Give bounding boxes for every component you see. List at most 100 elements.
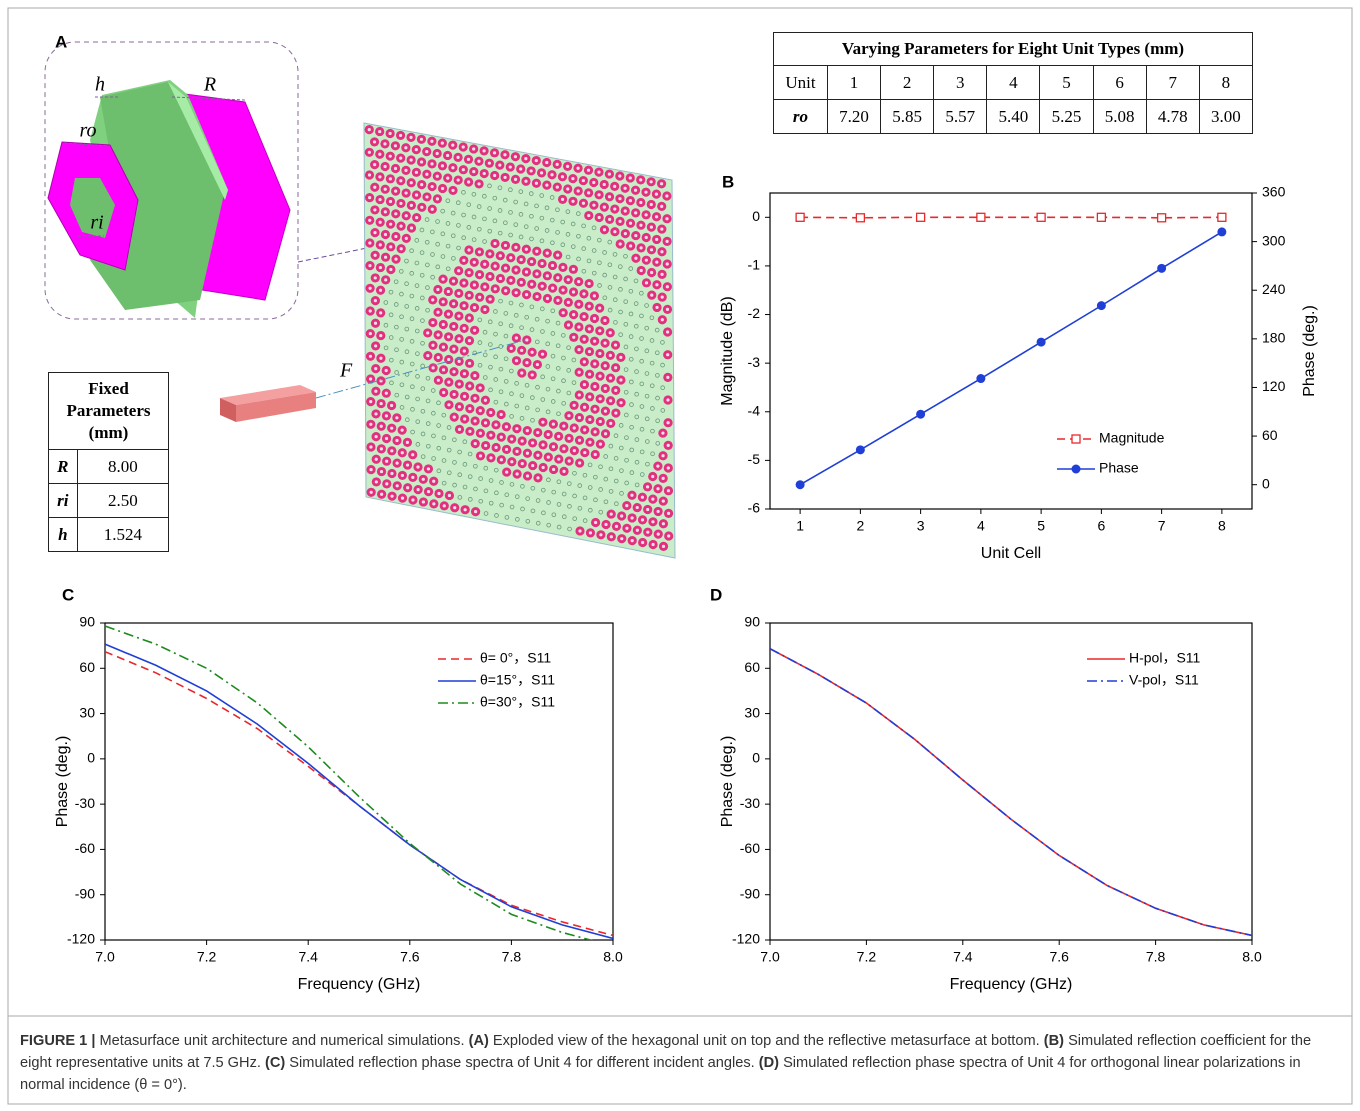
x-tick-label: 8.0 [603,949,623,965]
unit-cell [567,504,572,509]
unit-cell [404,281,409,287]
unit-cell-hole [660,204,664,209]
unit-cell [534,226,539,231]
unit-cell-hole [409,135,413,139]
unit-cell-hole [414,148,418,152]
unit-cell-hole [404,236,408,240]
unit-cell [409,293,415,299]
unit-cell [513,199,518,205]
unit-cell-hole [395,484,399,488]
unit-cell-hole [656,532,660,536]
unit-cell-hole [639,268,643,273]
unit-cell [409,339,415,344]
cell: 5 [1039,65,1094,100]
unit-cell-hole [368,264,372,268]
unit-cell [482,352,488,358]
unit-cell-hole [576,166,580,170]
marker [1217,227,1227,237]
unit-cell-hole [593,430,597,434]
unit-cell [535,520,541,526]
unit-cell [634,437,640,442]
unit-cell [445,266,451,272]
unit-cell-hole [482,171,486,176]
cell: 7 [1145,65,1200,100]
unit-cell-hole [446,335,451,339]
unit-cell-hole [493,264,497,268]
unit-cell [476,204,482,209]
unit-cell-hole [368,377,373,381]
unit-cell-hole [562,469,566,473]
unit-cell [420,340,425,346]
unit-cell [451,256,456,261]
unit-cell-hole [614,524,619,528]
unit-cell-hole [390,494,394,498]
unit-cell [581,268,587,274]
unit-cell [581,246,587,251]
unit-cell [576,233,581,239]
unit-cell [457,449,462,455]
unit-cell-hole [541,465,545,470]
x-tick-label: 7.8 [502,949,522,965]
unit-cell [602,295,608,301]
unit-cell [473,486,478,492]
unit-cell-hole [509,256,513,260]
unit-cell-hole [437,491,441,496]
unit-cell-hole [614,411,618,415]
caption-text: Simulated reflection coefficient for the… [20,1033,1312,1071]
x-axis-label: Frequency (GHz) [950,976,1073,993]
unit-cell [399,337,404,342]
unit-cell-hole [519,167,523,171]
unit-cell [634,482,640,488]
unit-cell [446,425,452,430]
unit-cell-hole [640,495,645,499]
unit-cell [566,390,572,396]
unit-cell-hole [398,133,403,138]
unit-cell-hole [620,514,624,518]
unit-cell-hole [665,262,669,266]
unit-cell-hole [435,197,440,201]
unit-cell [415,396,420,402]
unit-cell [404,394,410,400]
y-axis-label: Magnitude (dB) [719,296,736,405]
unit-cell [530,485,536,491]
unit-cell [555,366,561,371]
unit-cell-hole [389,222,393,226]
unit-cell-hole [665,239,669,243]
unit-cell-hole [432,479,436,483]
panel-label: B [722,172,734,191]
unit-cell-hole [462,281,466,285]
x-axis-label: Frequency (GHz) [298,976,421,993]
unit-cell [556,479,562,485]
unit-cell-hole [453,506,457,510]
unit-cell-hole [660,272,664,277]
unit-cell [649,315,655,321]
unit-cell [544,228,550,233]
unit-cell-hole [404,191,408,195]
unit-cell-hole [644,281,649,285]
unit-cell-hole [374,480,378,484]
fixed-table: Fixed Parameters (mm) R 8.00 ri 2.50 h 1.52… [48,372,170,552]
dim-line [63,142,111,147]
unit-cell-hole [374,412,378,416]
unit-cell-hole [478,408,482,413]
unit-cell-hole [644,235,648,240]
unit-cell [550,399,556,404]
table-title: Varying Parameters for Eight Unit Types … [773,32,1253,66]
unit-cell [498,366,504,372]
unit-cell-hole [665,307,670,311]
unit-cell-hole [394,234,398,239]
unit-cell-hole [411,475,415,479]
unit-cell-hole [451,166,455,170]
unit-cell [525,518,531,524]
unit-cell-hole [566,323,571,327]
unit-cell [597,237,602,243]
unit-cell-hole [519,280,523,284]
unit-cell-hole [483,398,488,402]
unit-cell [493,331,498,337]
legend-label: θ=15°，S11 [480,672,555,688]
unit-cell-hole [630,539,634,543]
unit-cell [410,429,415,435]
unit-cell-hole [394,189,398,193]
unit-cell [650,451,655,457]
unit-cell-hole [478,454,483,458]
